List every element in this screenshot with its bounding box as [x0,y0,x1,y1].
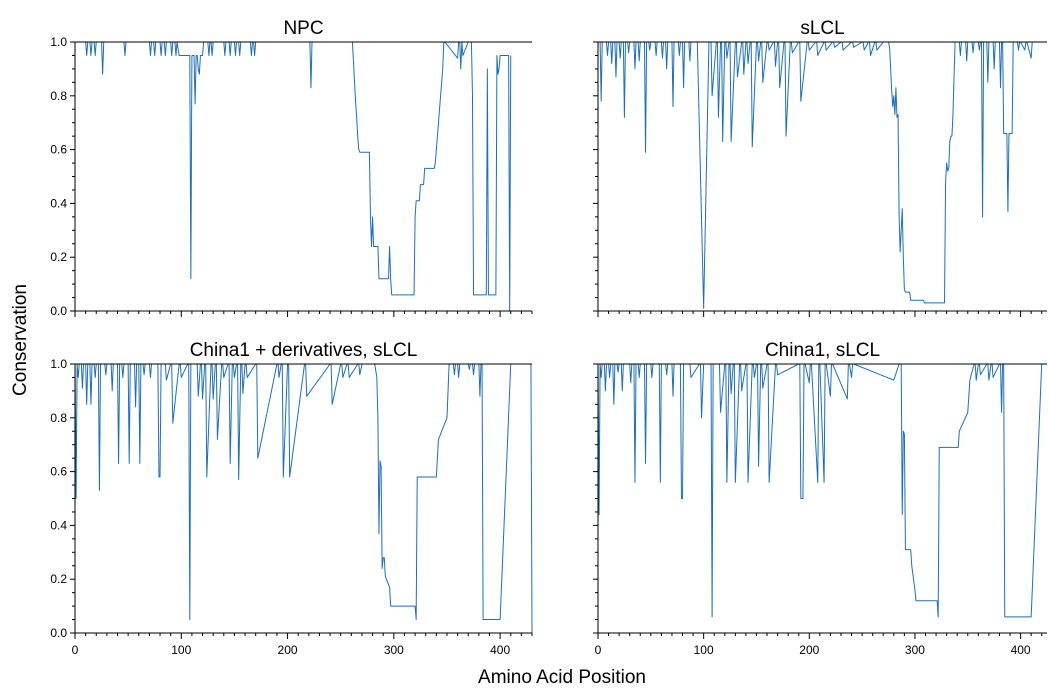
y-tick-label: 0.2 [50,250,67,264]
y-tick-label: 0.0 [50,626,67,640]
conservation-series-line [74,363,533,634]
x-tick-label: 0 [595,643,602,657]
panel-china1-derivatives-slcl: China1 + derivatives, sLCL 0.0 0.2 0.4 0.6 0.… [50,340,533,657]
x-tick-label: 100 [171,643,191,657]
y-tick-label: 0.0 [50,304,67,318]
panel-china1-slcl: China1, sLCL 0 100 200 300 400 [593,340,1047,657]
x-tick-label: 300 [905,643,925,657]
x-tick-label: 0 [72,643,79,657]
panel-slcl: sLCL [593,18,1047,317]
y-tick-label: 0.6 [50,143,67,157]
y-tick-label: 0.8 [50,411,67,425]
conservation-series-line [597,363,1047,618]
x-tick-label: 300 [384,643,404,657]
panel-title: NPC [283,18,323,39]
y-tick-label: 0.6 [50,465,67,479]
y-tick-label: 1.0 [50,357,67,371]
x-tick-label: 200 [799,643,819,657]
panel-title: China1 + derivatives, sLCL [190,340,418,361]
y-tick-label: 0.8 [50,89,67,103]
y-tick-label: 0.2 [50,572,67,586]
x-tick-label: 100 [694,643,714,657]
conservation-series-line [75,41,512,312]
panel-title: sLCL [800,18,844,39]
x-tick-label: 400 [490,643,510,657]
panel-title: China1, sLCL [765,340,880,361]
x-tick-label: 200 [278,643,298,657]
x-axis-label: Amino Acid Position [478,667,646,688]
panel-npc: NPC 0.0 0.2 0.4 0.6 0.8 1.0 [50,18,533,318]
y-axis-label: Conservation [10,284,31,396]
y-tick-label: 0.4 [50,196,67,210]
y-tick-label: 1.0 [50,35,67,49]
x-tick-label: 400 [1011,643,1031,657]
y-tick-label: 0.4 [50,518,67,532]
conservation-series-line [598,41,1038,309]
